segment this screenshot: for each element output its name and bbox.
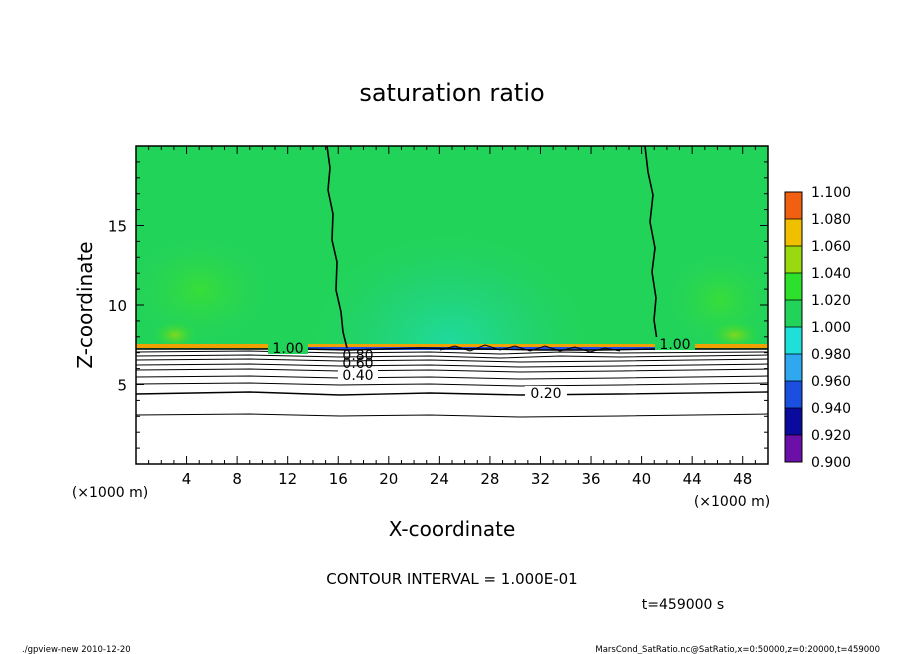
x-tick-label: 12 xyxy=(278,470,297,488)
footer-right: MarsCond_SatRatio.nc@SatRatio,x=0:50000,… xyxy=(595,645,880,654)
colorbar-label: 1.000 xyxy=(811,320,851,336)
colorbar-swatch xyxy=(785,219,802,246)
x-tick-label: 20 xyxy=(379,470,398,488)
x-tick-label: 44 xyxy=(683,470,702,488)
y-tick-label: 5 xyxy=(117,377,127,395)
x-tick-label: 32 xyxy=(531,470,550,488)
contour-label-0.80: 0.80 xyxy=(342,348,373,364)
contour-interval-text: CONTOUR INTERVAL = 1.000E-01 xyxy=(326,570,577,588)
lower-white xyxy=(136,350,768,464)
y-tick-label: 15 xyxy=(108,218,127,236)
contour-label-0.20: 0.20 xyxy=(530,386,561,402)
contour-line-1 xyxy=(136,347,768,351)
colorbar-label: 1.100 xyxy=(811,185,851,201)
x-tick-label: 28 xyxy=(480,470,499,488)
colorbar-swatch xyxy=(785,327,802,354)
field-yellow-region-left xyxy=(153,321,197,349)
field-yellow-region-right xyxy=(710,321,760,349)
contour-label-0.40: 0.40 xyxy=(342,368,373,384)
colorbar-label: 0.980 xyxy=(811,347,851,363)
colorbar-label: 0.960 xyxy=(811,374,851,390)
colorbar-label: 0.940 xyxy=(811,401,851,417)
y-tick-label: 10 xyxy=(108,297,127,315)
contour-line-9 xyxy=(136,391,768,396)
contour-label-bg-2 xyxy=(655,337,695,350)
colorbar-label: 0.920 xyxy=(811,428,851,444)
colorbar-swatch xyxy=(785,381,802,408)
colorbar-swatch xyxy=(785,246,802,273)
x-tick-label: 36 xyxy=(581,470,600,488)
x-tick-label: 4 xyxy=(182,470,192,488)
colorbar-label: 1.080 xyxy=(811,212,851,228)
contour-1.00-left-vertical xyxy=(326,146,348,349)
contour-line-10 xyxy=(136,413,768,418)
colorbar-label: 1.020 xyxy=(811,293,851,309)
x-tick-label: 48 xyxy=(733,470,752,488)
contour-label-0.60: 0.60 xyxy=(342,356,373,372)
contour-label-bg-1 xyxy=(268,341,308,354)
contour-line-7 xyxy=(136,375,768,380)
contour-label-1.00-left: 1.00 xyxy=(272,341,303,357)
x-tick-label: 24 xyxy=(430,470,449,488)
colorbar-swatch xyxy=(785,408,802,435)
contour-label-bg-4 xyxy=(525,386,567,400)
contour-line-4 xyxy=(136,358,768,363)
colorbar-label: 0.900 xyxy=(811,455,851,471)
colorbar-swatch xyxy=(785,435,802,462)
contour-line-8 xyxy=(136,382,768,387)
contour-line-2 xyxy=(136,350,768,355)
footer-left: ./gpview-new 2010-12-20 xyxy=(22,645,131,654)
colorbar: 0.900 0.920 0.940 0.960 0.980 1.000 1.020 1.040… xyxy=(784,185,851,471)
contour-line-6 xyxy=(136,368,768,373)
x-tick-label: 16 xyxy=(329,470,348,488)
y-axis-label: Z-coordinate xyxy=(73,241,97,368)
colorbar-label: 1.040 xyxy=(811,266,851,282)
colorbar-label: 1.060 xyxy=(811,239,851,255)
time-text: t=459000 s xyxy=(642,597,724,613)
x-unit-left: (×1000 m) xyxy=(72,485,148,501)
colorbar-swatch xyxy=(785,300,802,327)
surface-layer-orange xyxy=(136,344,768,348)
contour-label-1.00-right: 1.00 xyxy=(659,337,690,353)
x-tick-label: 8 xyxy=(232,470,242,488)
colorbar-swatch xyxy=(785,192,802,219)
colorbar-swatch xyxy=(785,354,802,381)
x-axis-label: X-coordinate xyxy=(389,517,516,541)
contour-line-3 xyxy=(136,354,768,359)
contour-label-bg-3 xyxy=(338,369,378,381)
chart-title: saturation ratio xyxy=(359,79,544,107)
contour-wavy-top xyxy=(439,344,621,353)
x-unit-right: (×1000 m) xyxy=(694,494,770,510)
contour-line-5 xyxy=(136,363,768,368)
plot-area: 1.00 1.00 0.80 0.60 0.40 0.20 xyxy=(136,146,768,464)
colorbar-swatch xyxy=(785,273,802,300)
field-light-region-left xyxy=(136,230,280,350)
x-tick-label: 40 xyxy=(632,470,651,488)
contour-1.00-right-vertical xyxy=(644,146,658,341)
